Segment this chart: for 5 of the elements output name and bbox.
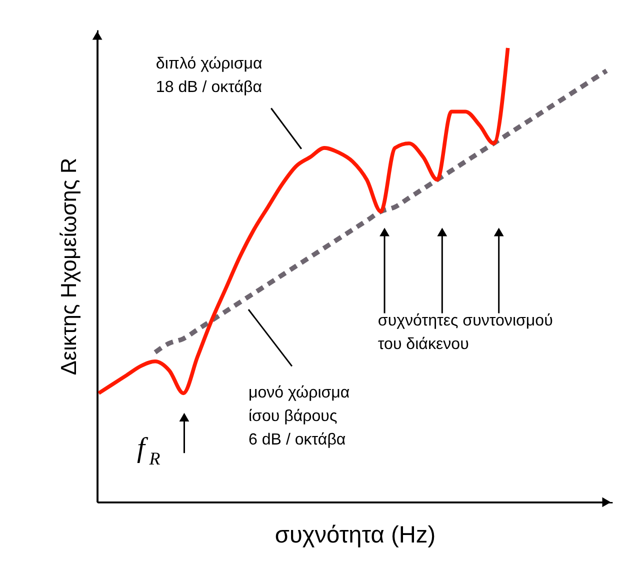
annotation: διπλό χώρισμα 18 dB / οκτάβα — [156, 54, 262, 96]
y-axis-title: Δεικτης Ηχομείωσης R — [56, 158, 82, 376]
annotation: συχνότητες συντονισμού του διάκενου — [378, 312, 553, 354]
annotation: μονό χώρισμα ίσου βάρους 6 dB / οκτάβα — [248, 383, 350, 449]
x-axis-title: συχνότητα (Hz) — [274, 522, 436, 548]
